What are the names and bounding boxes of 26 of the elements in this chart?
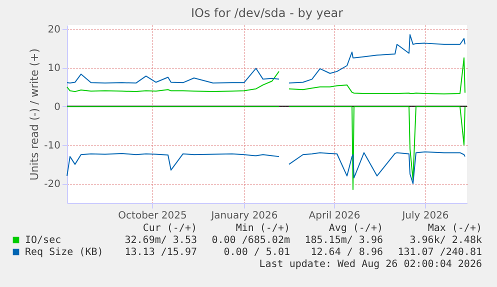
text: Min (-/+) (236, 223, 290, 234)
text: Avg (-/+) (328, 223, 383, 234)
y-tick-label: -10 (44, 140, 60, 152)
text: 0.00 / 5.01 (224, 247, 290, 258)
text: Cur (-/+) (142, 223, 197, 234)
text: 13.13 /15.97 (124, 247, 197, 258)
text: 32.69m/ 3.53 (124, 235, 197, 246)
legend-label: Req Size (KB) (25, 247, 104, 258)
y-tick-label: -20 (44, 179, 60, 190)
text: 12.64 / 8.96 (310, 247, 383, 258)
chart-title: IOs for /dev/sda - by year (190, 6, 344, 20)
text: 3.96k/ 2.48k (410, 235, 482, 246)
x-tick-label: July 2026 (401, 210, 449, 222)
y-tick-label: 20 (48, 24, 60, 36)
y-tick-label: 0 (54, 102, 60, 113)
text: 185.15m/ 3.96 (304, 235, 383, 246)
x-tick-label: April 2026 (308, 210, 360, 222)
text: 131.07 /240.81 (398, 247, 482, 258)
text: Last update: Wed Aug 26 02:00:04 2026 (259, 259, 482, 270)
x-tick-label: October 2025 (118, 210, 187, 222)
text: Max (-/+) (428, 223, 482, 234)
y-tick-label: 10 (48, 63, 60, 74)
text: 0.00 /685.02m (212, 235, 290, 246)
x-tick-label: January 2026 (210, 210, 278, 222)
y-axis-title: Units read (-) / write (+) (28, 48, 42, 181)
legend-label: IO/sec (25, 235, 62, 246)
